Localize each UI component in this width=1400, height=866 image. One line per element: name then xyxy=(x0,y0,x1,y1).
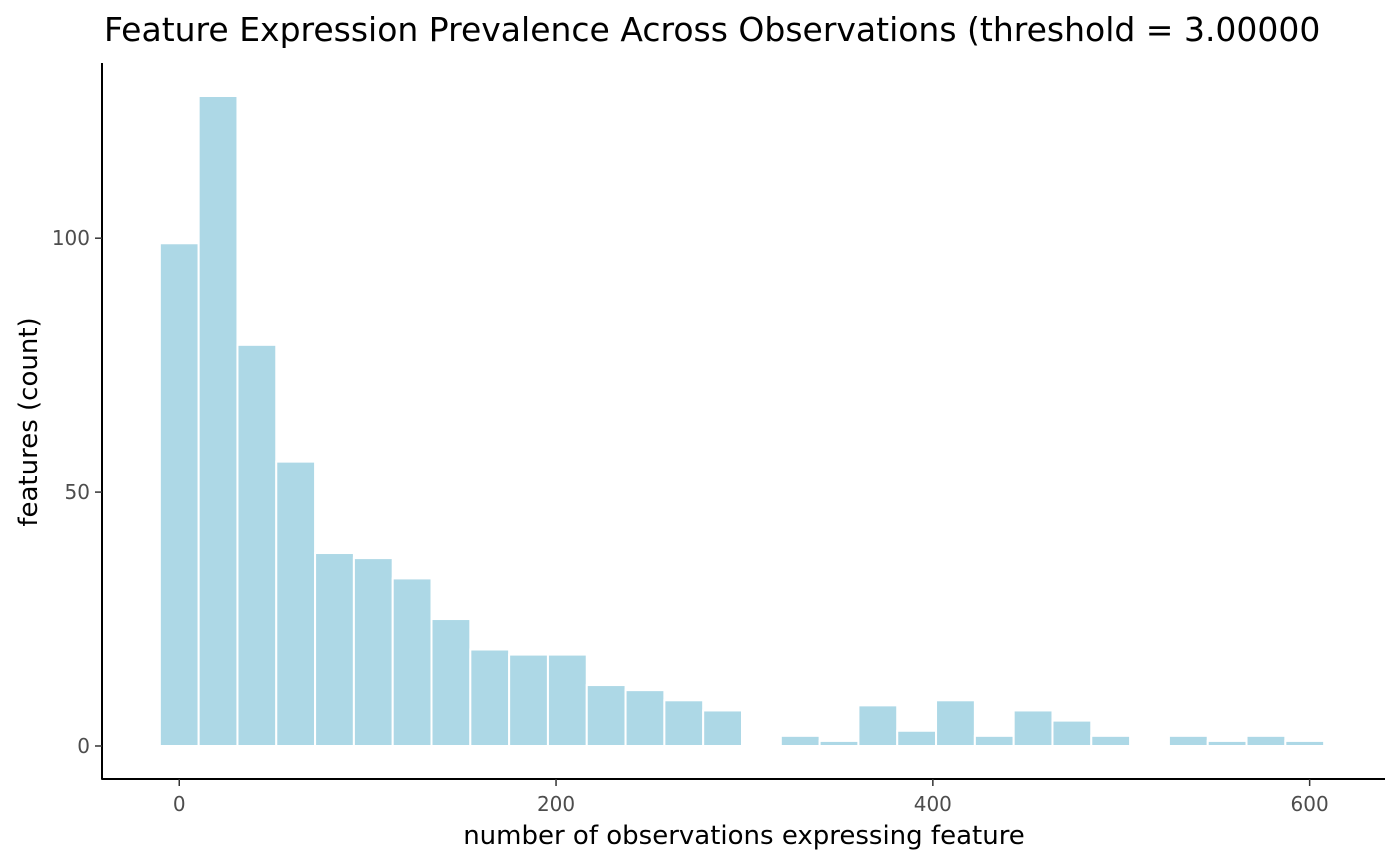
histogram-bar xyxy=(236,343,278,747)
y-tick-label: 50 xyxy=(65,480,90,504)
histogram-bar xyxy=(197,95,239,747)
histogram-bar xyxy=(624,689,666,747)
histogram-bar xyxy=(779,734,821,747)
histogram-bar xyxy=(158,242,200,747)
histogram-bar xyxy=(663,699,705,747)
chart-title: Feature Expression Prevalence Across Obs… xyxy=(104,10,1320,49)
x-tick-label: 0 xyxy=(173,792,186,816)
histogram-bar xyxy=(275,460,317,747)
histogram-bar xyxy=(314,552,355,747)
histogram-bar xyxy=(352,557,394,747)
histogram-bar xyxy=(857,704,899,747)
histogram-bar xyxy=(391,577,433,747)
y-tick-label: 100 xyxy=(52,226,90,250)
x-tick-label: 400 xyxy=(914,792,952,816)
histogram-bar xyxy=(1284,739,1326,747)
histogram-bar xyxy=(1012,709,1054,747)
bars-layer xyxy=(158,95,1326,747)
histogram-bar xyxy=(818,739,860,747)
histogram-bar xyxy=(585,684,627,747)
histogram-bar xyxy=(469,648,511,747)
histogram-bar xyxy=(896,729,938,747)
y-axis-title: features (count) xyxy=(14,317,44,526)
histogram-bar xyxy=(1090,734,1132,747)
histogram-bar xyxy=(1206,739,1248,747)
histogram-bar xyxy=(702,709,743,747)
x-tick-label: 600 xyxy=(1291,792,1329,816)
histogram-bar xyxy=(1051,719,1093,747)
histogram-bar xyxy=(508,653,549,747)
histogram-bar xyxy=(430,618,472,747)
axes-layer: 0 200 400 600 0 50 100 xyxy=(52,63,1385,816)
histogram-bar xyxy=(973,734,1015,747)
x-axis-title: number of observations expressing featur… xyxy=(463,821,1025,851)
histogram-bar xyxy=(546,653,588,747)
x-tick-label: 200 xyxy=(537,792,575,816)
y-tick-label: 0 xyxy=(77,734,90,758)
histogram-bar xyxy=(1167,734,1209,747)
histogram-bar xyxy=(935,699,976,747)
histogram-bar xyxy=(1245,734,1287,747)
